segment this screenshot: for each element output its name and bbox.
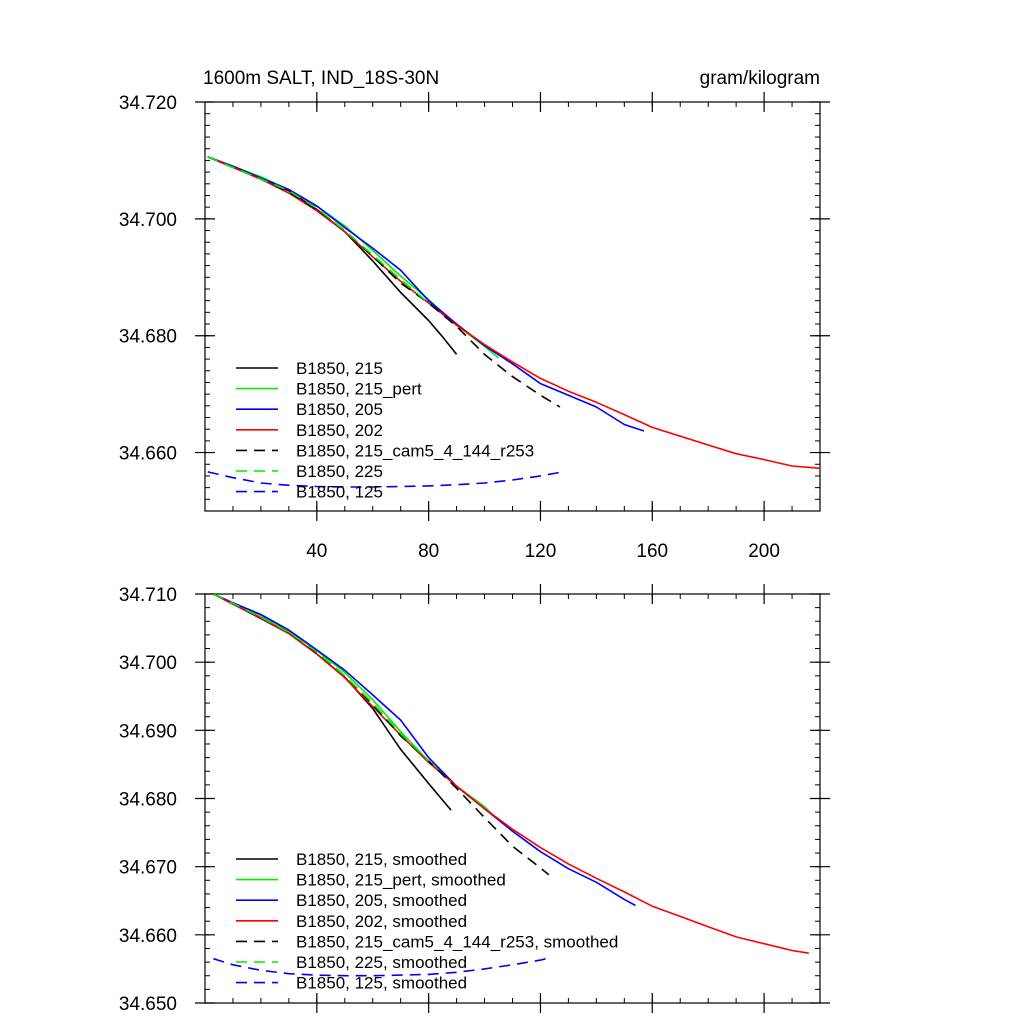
legend-label: B1850, 215_pert, smoothed [296,871,506,890]
legend-label: B1850, 205 [296,400,383,419]
y-tick-label: 34.720 [119,93,177,114]
x-tick-label: 160 [636,541,668,562]
chart-title-left: 1600m SALT, IND_18S-30N [203,68,439,89]
y-tick-label: 34.710 [119,585,177,606]
legend-label: B1850, 125 [296,483,383,502]
series-line-b1850-215-cam5-4-144-r253 [207,156,561,408]
series-group [207,156,820,488]
y-tick-label: 34.660 [119,926,177,947]
series-line-b1850-205 [207,156,645,432]
y-tick-label: 34.700 [119,653,177,674]
legend-label: B1850, 215_pert [296,380,422,399]
y-tick-label: 34.690 [119,721,177,742]
y-tick-label: 34.680 [119,790,177,811]
series-line-b1850-202-smoothed [213,594,809,954]
x-tick-label: 200 [748,541,780,562]
x-tick-label: 80 [418,541,439,562]
series-line-b1850-215-pert [207,156,500,359]
y-tick-label: 34.650 [119,994,177,1015]
x-tick-label: 40 [306,541,327,562]
legend-label: B1850, 202 [296,421,383,440]
top-panel: 34.660 34.680 34.700 34.720 40 80 120 160 200 B18… [119,92,830,562]
y-tick-label: 34.670 [119,858,177,879]
series-line-b1850-202 [207,156,820,470]
series-line-b1850-215-cam5-4-144-r253-smoothed [213,594,550,876]
series-line-b1850-225 [207,156,430,304]
legend-label: B1850, 202, smoothed [296,912,467,931]
bottom-panel: 34.650 34.660 34.670 34.680 34.690 34.700 34.7… [119,584,830,1015]
legend-label: B1850, 215_cam5_4_144_r253 [296,441,534,460]
chart-title-right: gram/kilogram [700,68,820,89]
legend-label: B1850, 205, smoothed [296,891,467,910]
y-tick-label: 34.680 [119,327,177,348]
series-line-b1850-125 [207,471,561,488]
legend: B1850, 215, smoothed B1850, 215_pert, smo… [236,850,618,993]
legend-label: B1850, 215 [296,359,383,378]
legend-label: B1850, 215, smoothed [296,850,467,869]
x-tick-label: 120 [525,541,557,562]
series-line-b1850-215 [207,156,458,355]
series-line-b1850-205-smoothed [213,594,636,907]
legend-label: B1850, 215_cam5_4_144_r253, smoothed [296,932,618,951]
series-line-b1850-215-smoothed [213,594,452,811]
legend-label: B1850, 125, smoothed [296,974,467,993]
y-tick-label: 34.700 [119,210,177,231]
series-group [213,594,809,977]
series-line-b1850-225-smoothed [213,594,430,762]
series-line-b1850-125-smoothed [213,957,549,977]
legend-label: B1850, 225 [296,462,383,481]
y-tick-label: 34.660 [119,444,177,465]
legend-label: B1850, 225, smoothed [296,953,467,972]
